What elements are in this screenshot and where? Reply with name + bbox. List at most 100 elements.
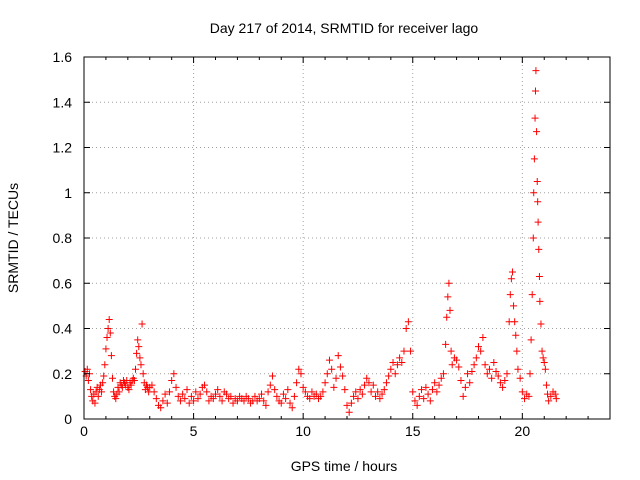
data-point bbox=[99, 379, 107, 387]
data-point bbox=[446, 306, 454, 314]
data-point bbox=[323, 370, 331, 378]
data-point bbox=[361, 381, 369, 389]
data-point bbox=[431, 379, 439, 387]
data-point bbox=[409, 388, 417, 396]
data-point bbox=[529, 234, 537, 242]
data-point bbox=[393, 361, 401, 369]
data-point bbox=[528, 291, 536, 299]
data-point bbox=[398, 358, 406, 366]
data-point bbox=[192, 388, 200, 396]
data-point bbox=[477, 347, 485, 355]
data-point bbox=[532, 67, 540, 75]
data-point bbox=[187, 392, 195, 400]
data-point bbox=[266, 381, 274, 389]
data-point bbox=[512, 331, 520, 339]
data-point bbox=[83, 365, 91, 373]
data-point bbox=[533, 177, 541, 185]
data-point bbox=[209, 395, 217, 403]
data-point bbox=[507, 275, 515, 283]
data-point bbox=[536, 297, 544, 305]
data-point bbox=[354, 395, 362, 403]
data-point bbox=[535, 245, 543, 253]
x-tick-label: 10 bbox=[295, 423, 311, 439]
data-point bbox=[483, 370, 491, 378]
data-point bbox=[457, 377, 465, 385]
data-point bbox=[358, 390, 366, 398]
data-point bbox=[181, 395, 189, 403]
y-tick-label: 1 bbox=[64, 185, 72, 201]
data-point bbox=[374, 388, 382, 396]
data-point bbox=[363, 374, 371, 382]
data-point bbox=[103, 334, 111, 342]
data-point bbox=[526, 370, 534, 378]
data-point bbox=[527, 336, 535, 344]
data-point bbox=[290, 392, 298, 400]
data-point bbox=[343, 401, 351, 409]
data-point bbox=[551, 390, 559, 398]
data-point bbox=[148, 381, 156, 389]
data-point bbox=[139, 370, 147, 378]
data-point bbox=[136, 354, 144, 362]
data-point bbox=[212, 390, 219, 398]
data-point bbox=[494, 372, 502, 380]
data-point bbox=[279, 390, 287, 398]
data-point bbox=[352, 388, 360, 396]
data-point bbox=[297, 370, 305, 378]
x-axis-label: GPS time / hours bbox=[291, 458, 398, 474]
data-point bbox=[479, 334, 487, 342]
data-point bbox=[328, 365, 336, 373]
data-point bbox=[506, 291, 514, 299]
data-point bbox=[255, 395, 263, 403]
data-point bbox=[347, 399, 355, 407]
data-point bbox=[174, 392, 182, 400]
data-point bbox=[133, 349, 141, 357]
data-point bbox=[288, 404, 296, 412]
data-point bbox=[334, 352, 342, 360]
y-tick-label: 0.2 bbox=[53, 366, 73, 382]
data-point bbox=[439, 370, 447, 378]
data-point bbox=[466, 379, 474, 387]
data-point bbox=[508, 268, 516, 276]
data-point bbox=[367, 388, 375, 396]
data-point bbox=[233, 397, 241, 405]
data-point bbox=[492, 367, 500, 375]
data-point bbox=[91, 399, 99, 407]
data-point bbox=[453, 356, 461, 364]
data-point bbox=[336, 363, 344, 371]
data-point bbox=[535, 272, 543, 280]
data-point bbox=[137, 361, 145, 369]
data-point bbox=[400, 347, 408, 355]
data-point bbox=[350, 392, 358, 400]
data-point bbox=[308, 388, 316, 396]
data-point bbox=[426, 397, 434, 405]
data-point bbox=[262, 401, 270, 409]
data-point bbox=[282, 395, 290, 403]
data-point bbox=[168, 377, 176, 385]
data-point bbox=[531, 114, 539, 122]
data-point bbox=[461, 383, 469, 391]
data-point bbox=[222, 390, 230, 398]
data-point bbox=[115, 388, 123, 396]
data-point bbox=[179, 390, 187, 398]
data-point bbox=[286, 399, 294, 407]
data-point bbox=[540, 358, 548, 366]
data-point bbox=[325, 356, 333, 364]
axis-ticks: 0 5 10 15 20 0 0.2 0.4 0.6 0.8 1 1.2 1.4 1.6 bbox=[53, 49, 610, 439]
data-point bbox=[132, 365, 140, 373]
data-point bbox=[295, 365, 303, 373]
data-point bbox=[396, 354, 404, 362]
data-point bbox=[420, 395, 428, 403]
data-point bbox=[319, 388, 327, 396]
data-point bbox=[229, 399, 237, 407]
data-point bbox=[485, 365, 493, 373]
data-point bbox=[433, 388, 441, 396]
data-point bbox=[94, 392, 102, 400]
data-point bbox=[413, 401, 421, 409]
data-point bbox=[356, 386, 364, 394]
data-point bbox=[194, 395, 202, 403]
data-point bbox=[321, 379, 329, 387]
data-point bbox=[127, 381, 135, 389]
data-point bbox=[539, 354, 547, 362]
data-point bbox=[365, 379, 373, 387]
data-point bbox=[105, 315, 113, 323]
